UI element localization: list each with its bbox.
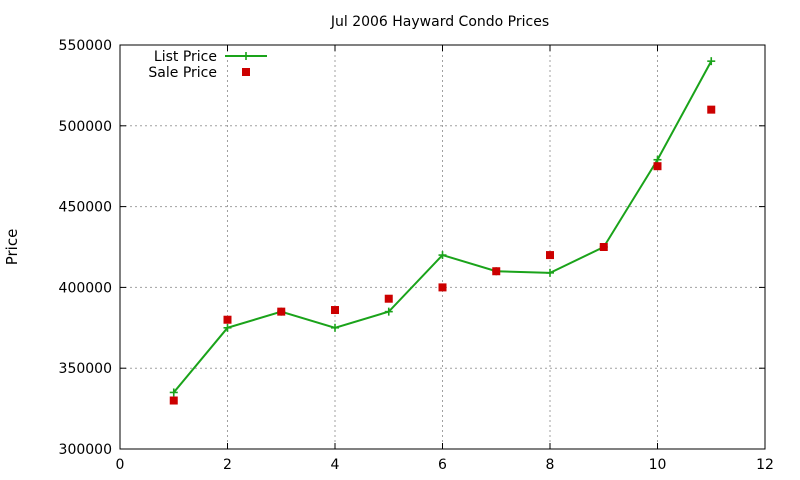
y-tick-label: 400000 — [59, 280, 112, 296]
data-point — [384, 307, 393, 316]
plot-frame — [119, 44, 766, 450]
data-point — [653, 162, 662, 171]
data-point — [331, 323, 339, 332]
x-tick-label: 6 — [438, 457, 447, 473]
data-point — [223, 323, 232, 332]
x-tick-label: 12 — [756, 457, 774, 473]
data-point — [707, 105, 716, 114]
data-point — [277, 307, 286, 316]
y-tick-label: 500000 — [59, 119, 112, 135]
chart-title: Jul 2006 Hayward Condo Prices — [330, 14, 549, 30]
series-sale-price — [169, 105, 716, 405]
series-layer — [169, 57, 716, 405]
x-tick-label: 4 — [331, 457, 340, 473]
data-point — [331, 306, 339, 315]
legend-label: Sale Price — [148, 65, 217, 81]
x-tick-label: 8 — [546, 457, 555, 473]
data-point — [223, 315, 232, 324]
y-tick-label: 350000 — [59, 361, 112, 377]
data-point — [492, 267, 501, 276]
grid — [120, 45, 765, 449]
x-tick-label: 0 — [116, 457, 125, 473]
y-tick-label: 450000 — [59, 200, 112, 216]
data-point — [169, 388, 178, 397]
data-point — [438, 251, 447, 260]
data-point — [546, 268, 554, 277]
data-point — [384, 294, 393, 303]
axis-ticks: 0 2 4 6 8 10 12 300000 350000 400000 450000 500000 5… — [59, 38, 774, 473]
y-tick-label: 550000 — [59, 38, 112, 54]
x-tick-label: 2 — [223, 457, 232, 473]
data-point — [546, 251, 554, 260]
data-point — [169, 396, 178, 405]
data-point — [707, 57, 716, 66]
legend-label: List Price — [154, 49, 217, 65]
y-axis-label: Price — [3, 229, 21, 266]
data-point — [438, 283, 447, 292]
data-point — [599, 243, 608, 251]
y-tick-label: 300000 — [59, 442, 112, 458]
legend-marker — [242, 52, 250, 60]
legend-marker — [242, 68, 250, 76]
x-tick-label: 10 — [649, 457, 667, 473]
